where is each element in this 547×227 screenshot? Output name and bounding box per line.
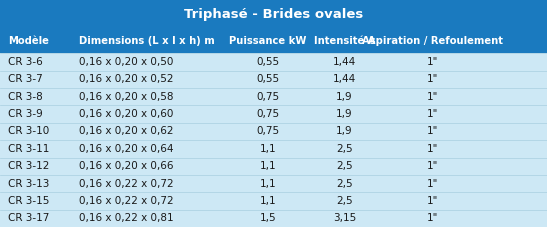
Text: 0,16 x 0,20 x 0,50: 0,16 x 0,20 x 0,50 [79, 57, 174, 67]
Text: 0,75: 0,75 [257, 92, 280, 102]
Text: 0,16 x 0,20 x 0,66: 0,16 x 0,20 x 0,66 [79, 161, 174, 171]
Text: Puissance kW: Puissance kW [229, 36, 307, 47]
FancyBboxPatch shape [0, 30, 547, 53]
Text: Triphasé - Brides ovales: Triphasé - Brides ovales [184, 8, 363, 21]
Text: Dimensions (L x l x h) m: Dimensions (L x l x h) m [79, 36, 215, 47]
Text: CR 3-6: CR 3-6 [8, 57, 43, 67]
Text: 0,16 x 0,20 x 0,60: 0,16 x 0,20 x 0,60 [79, 109, 174, 119]
Text: CR 3-12: CR 3-12 [8, 161, 50, 171]
Text: 0,16 x 0,22 x 0,81: 0,16 x 0,22 x 0,81 [79, 213, 174, 223]
Text: 3,15: 3,15 [333, 213, 356, 223]
Text: 1,1: 1,1 [260, 179, 276, 189]
Text: CR 3-7: CR 3-7 [8, 74, 43, 84]
Text: 0,75: 0,75 [257, 126, 280, 136]
Text: 1": 1" [427, 109, 438, 119]
Text: 1,5: 1,5 [260, 213, 276, 223]
Text: 1": 1" [427, 196, 438, 206]
Text: CR 3-10: CR 3-10 [8, 126, 49, 136]
Text: CR 3-17: CR 3-17 [8, 213, 50, 223]
Text: 2,5: 2,5 [336, 161, 353, 171]
Text: 2,5: 2,5 [336, 179, 353, 189]
Text: 1,9: 1,9 [336, 109, 353, 119]
Text: 0,16 x 0,22 x 0,72: 0,16 x 0,22 x 0,72 [79, 179, 174, 189]
FancyBboxPatch shape [0, 0, 547, 30]
Text: 1,1: 1,1 [260, 161, 276, 171]
Text: 1": 1" [427, 126, 438, 136]
Text: 1": 1" [427, 213, 438, 223]
Text: 0,16 x 0,20 x 0,52: 0,16 x 0,20 x 0,52 [79, 74, 174, 84]
Text: 1,1: 1,1 [260, 196, 276, 206]
Text: 1": 1" [427, 144, 438, 154]
Text: Aspiration / Refoulement: Aspiration / Refoulement [362, 36, 503, 47]
Text: 1": 1" [427, 57, 438, 67]
Text: CR 3-15: CR 3-15 [8, 196, 50, 206]
Text: 0,16 x 0,20 x 0,58: 0,16 x 0,20 x 0,58 [79, 92, 174, 102]
Text: CR 3-8: CR 3-8 [8, 92, 43, 102]
Text: 0,16 x 0,20 x 0,64: 0,16 x 0,20 x 0,64 [79, 144, 174, 154]
Text: 0,55: 0,55 [257, 57, 280, 67]
Text: 1": 1" [427, 74, 438, 84]
Text: 1,44: 1,44 [333, 74, 356, 84]
Text: 0,16 x 0,20 x 0,62: 0,16 x 0,20 x 0,62 [79, 126, 174, 136]
Text: 1,9: 1,9 [336, 126, 353, 136]
Text: 0,16 x 0,22 x 0,72: 0,16 x 0,22 x 0,72 [79, 196, 174, 206]
Text: 1": 1" [427, 161, 438, 171]
Text: 0,75: 0,75 [257, 109, 280, 119]
Text: 1,9: 1,9 [336, 92, 353, 102]
Text: 1,1: 1,1 [260, 144, 276, 154]
Text: 2,5: 2,5 [336, 144, 353, 154]
Text: 0,55: 0,55 [257, 74, 280, 84]
Text: CR 3-13: CR 3-13 [8, 179, 50, 189]
Text: 2,5: 2,5 [336, 196, 353, 206]
Text: Intensité A: Intensité A [314, 36, 375, 47]
Text: 1,44: 1,44 [333, 57, 356, 67]
Text: CR 3-9: CR 3-9 [8, 109, 43, 119]
Text: CR 3-11: CR 3-11 [8, 144, 50, 154]
Text: 1": 1" [427, 92, 438, 102]
Text: 1": 1" [427, 179, 438, 189]
FancyBboxPatch shape [0, 53, 547, 227]
Text: Modèle: Modèle [8, 36, 49, 47]
